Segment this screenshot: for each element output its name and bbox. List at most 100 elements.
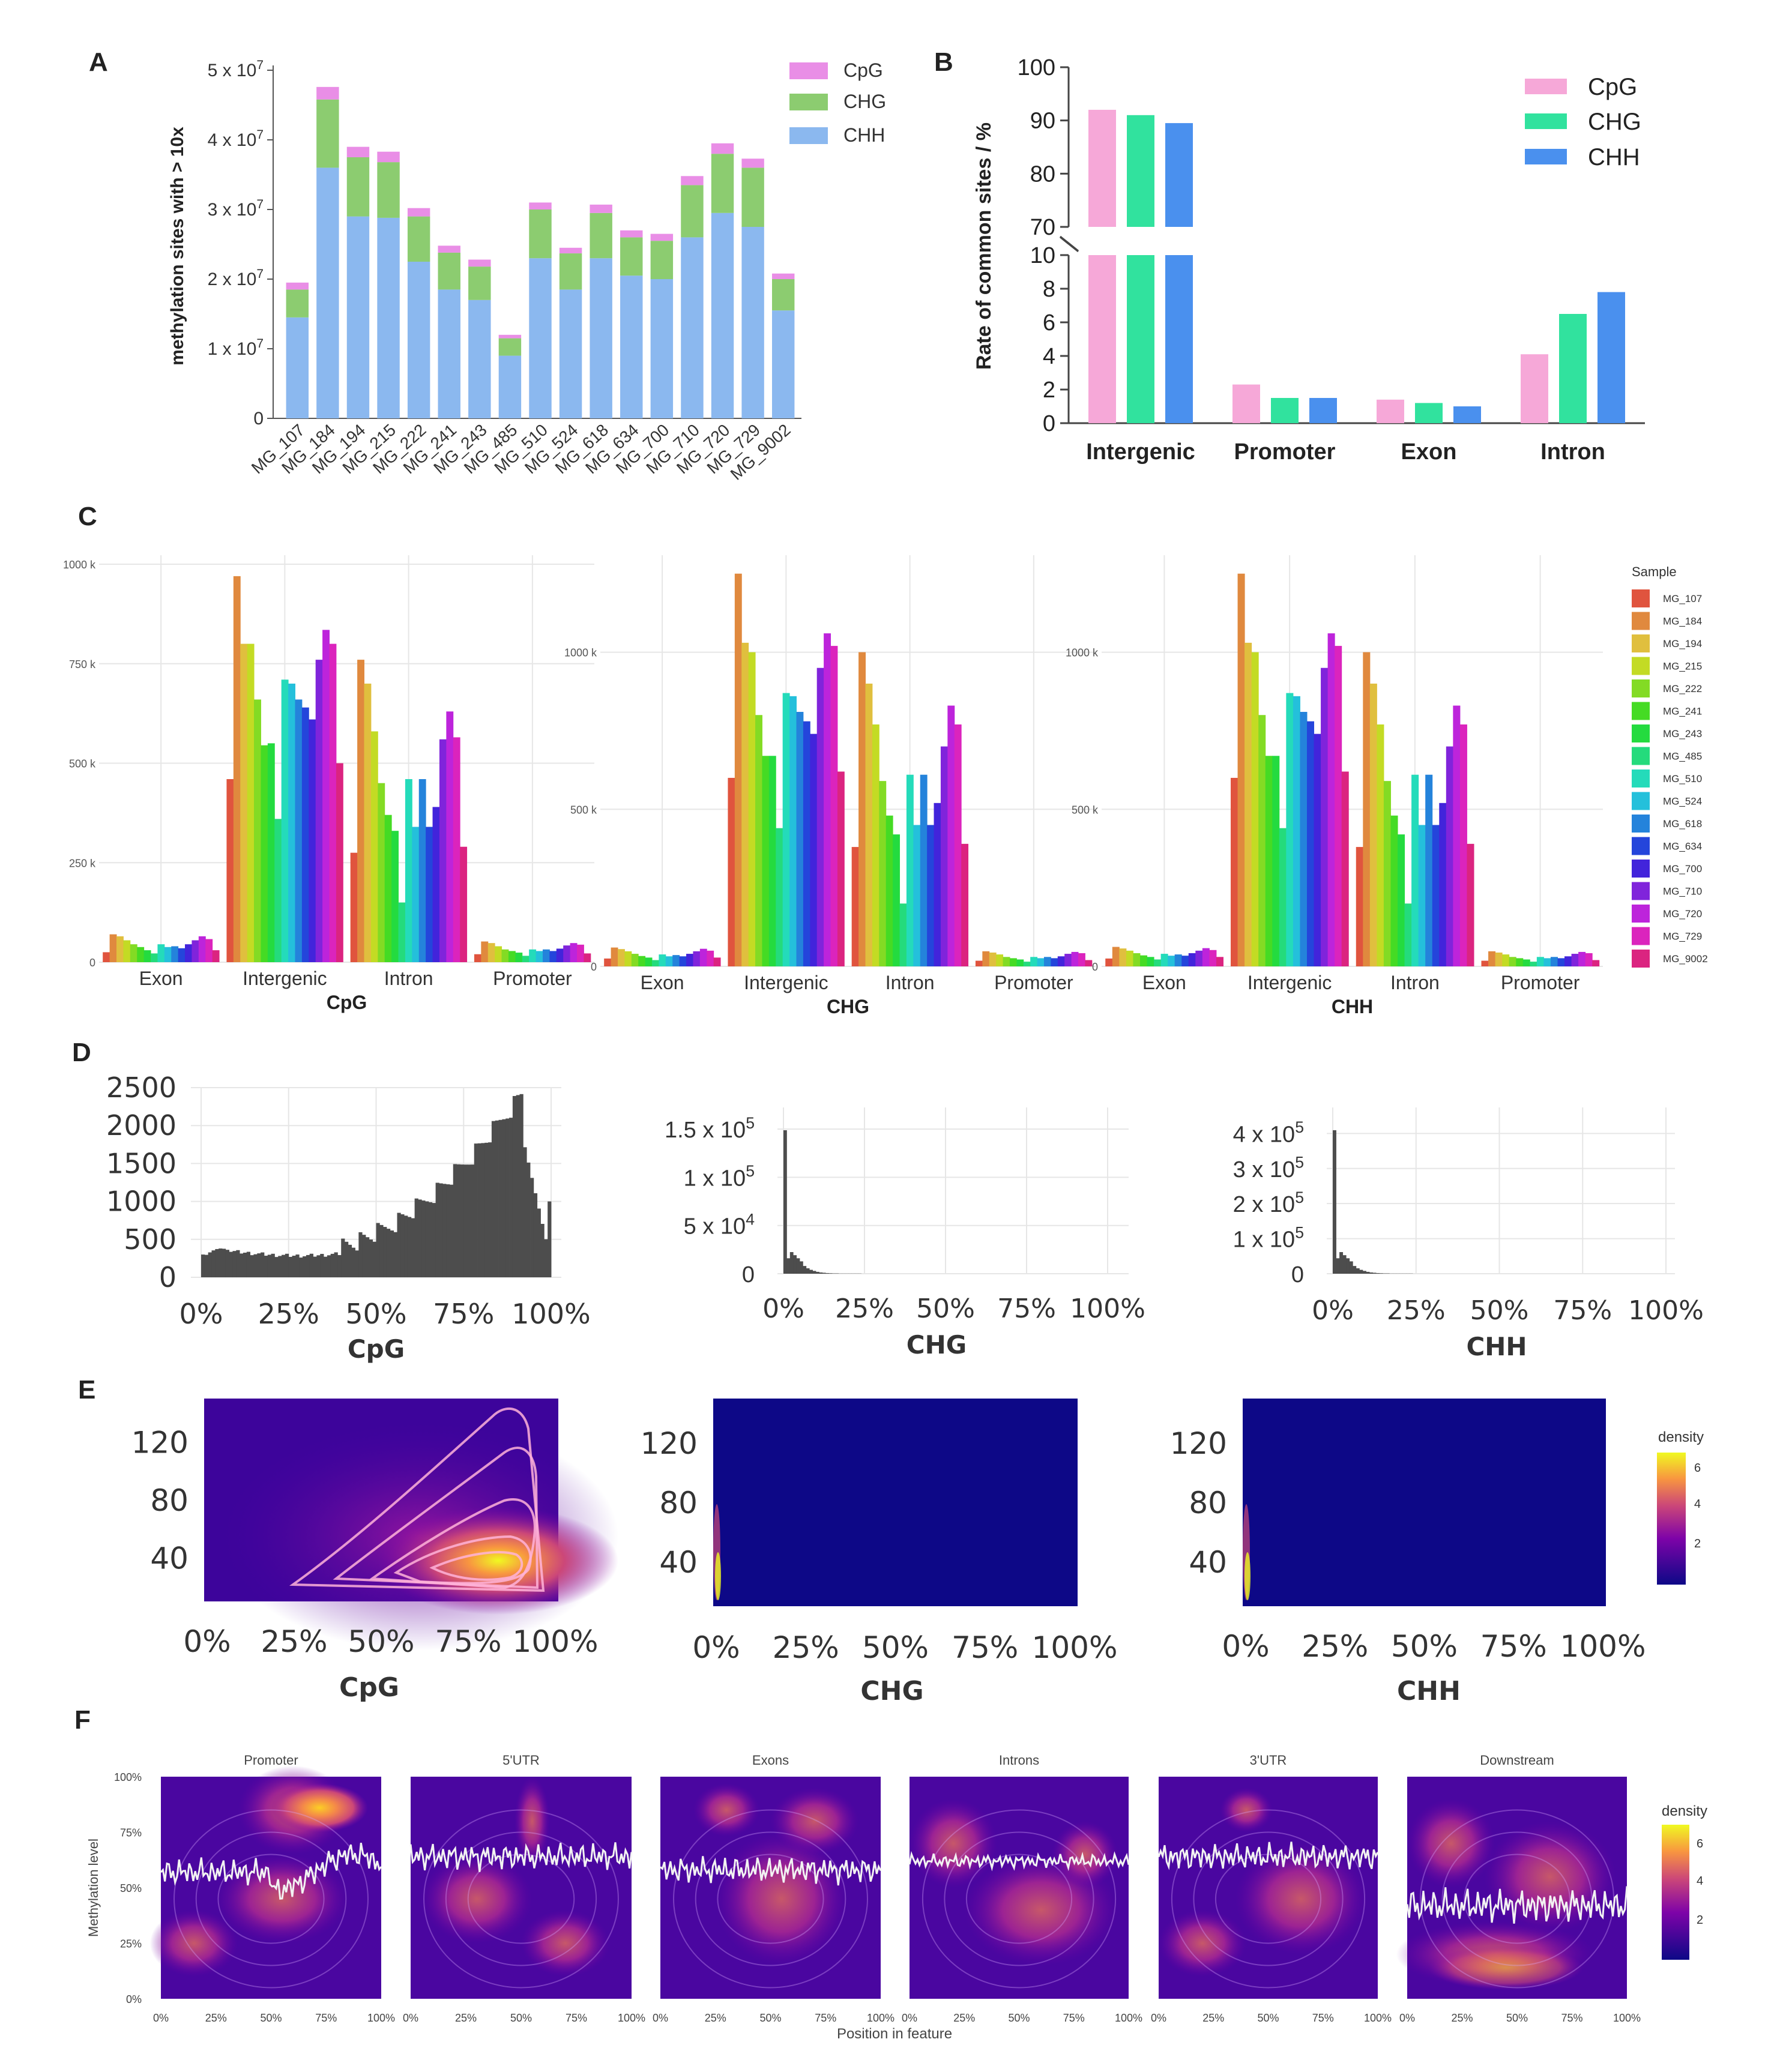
bar-chg-intron-mg_243: [893, 834, 901, 966]
x-tick-label: 25%: [953, 2012, 975, 2024]
histogram-bar: [285, 1253, 289, 1277]
bar-cpg-promoter-mg_510: [529, 949, 537, 962]
histogram-bar: [229, 1251, 233, 1277]
histogram-bar: [1379, 1273, 1383, 1274]
y-tick-label: 70: [1030, 215, 1055, 240]
x-tick-label: 25%: [1451, 2012, 1473, 2024]
subplot-title: CHH: [1397, 1676, 1461, 1706]
bar-chg-intron-mg_241: [885, 815, 893, 966]
histogram-bar: [1372, 1272, 1377, 1274]
histogram-bar: [386, 1229, 391, 1277]
density-contour: [217, 1854, 325, 1944]
subplot-title: CHG: [827, 996, 869, 1017]
histogram-bar: [278, 1256, 282, 1277]
histogram-bar: [219, 1248, 223, 1277]
x-tick-label: 75%: [1553, 1295, 1612, 1326]
bar-chg-exon-mg_729: [707, 950, 714, 966]
x-tick-label: 75%: [1561, 2012, 1582, 2024]
density-contour: [173, 1809, 369, 1989]
bar-chg-intergenic-mg_524: [789, 696, 797, 966]
x-tick-label: 100%: [513, 1624, 599, 1659]
x-tick-label: 50%: [1008, 2012, 1030, 2024]
bar-chg-exon: [1415, 403, 1443, 423]
x-tick-label: Intron: [885, 972, 935, 993]
bar-cpg-exon-mg_215: [123, 940, 131, 962]
chart-e: 40 80 120 0% 25% 50% 75% 100% CpG 40 80 120 0% 25% 50%…: [131, 1399, 1704, 1706]
bar-cpg-intergenic-mg_720: [322, 630, 330, 962]
histogram-bar: [299, 1257, 303, 1277]
bar-cpg-intergenic-mg_184: [233, 576, 241, 962]
x-tick-label: 50%: [862, 1630, 929, 1665]
bar-cpg-intergenic-mg_485: [274, 819, 282, 962]
bar-chh-intron-mg_729: [1459, 724, 1467, 966]
bar-chg-promoter-mg_510: [1030, 957, 1038, 966]
y-tick-label: 0: [1092, 961, 1098, 973]
bar-chh-promoter-mg_184: [1488, 951, 1496, 966]
bar-chh-intergenic-mg_710: [1321, 667, 1329, 966]
bar-chh-intergenic-mg_720: [1327, 633, 1335, 966]
histogram-bar: [1383, 1273, 1387, 1274]
x-tick-label: 100%: [1032, 1630, 1118, 1665]
histogram-bar: [1376, 1272, 1380, 1274]
bar-chg-intron-mg_729: [954, 724, 962, 966]
bar-chh-intron-mg_710: [1446, 746, 1453, 966]
legend-label-mg_9002: MG_9002: [1663, 953, 1708, 965]
density-contour: [423, 1809, 619, 1989]
x-tick-label: 100%: [1364, 2012, 1392, 2024]
bar-chg-mg_710: [681, 185, 704, 238]
bar-chg-promoter-mg_107: [975, 960, 983, 966]
bar-chh-exon-mg_222: [1133, 953, 1141, 966]
histogram-bar: [533, 1193, 538, 1277]
density-contour: [1171, 1809, 1366, 1989]
histogram-bar: [816, 1271, 819, 1274]
bar-chg-promoter-mg_485: [1023, 962, 1031, 966]
bar-chg-exon-mg_9002: [713, 957, 721, 966]
legend-label-mg_700: MG_700: [1663, 863, 1702, 875]
legend-title: Sample: [1632, 564, 1677, 579]
x-tick-label: 0%: [183, 1624, 231, 1659]
bar-chg-intron-mg_720: [947, 705, 955, 966]
x-tick-label: 50%: [1470, 1295, 1529, 1326]
bar-chh-intergenic-mg_485: [1279, 828, 1287, 966]
subplot-title: Promoter: [244, 1753, 298, 1768]
legend-swatch-mg_700: [1632, 860, 1650, 878]
bar-chg-intron-mg_710: [940, 746, 948, 966]
bar-chh-promoter-mg_634: [1557, 958, 1565, 966]
bar-cpg-promoter-mg_241: [508, 951, 516, 962]
bar-cpg-promoter-mg_485: [522, 956, 529, 962]
y-tick-label: 6: [1043, 310, 1055, 336]
histogram-bar: [460, 1164, 464, 1277]
bar-cpg-intron-mg_222: [378, 783, 385, 962]
legend-swatch-mg_618: [1632, 815, 1650, 833]
density-region: [1220, 1787, 1273, 1833]
bar-chg-promoter-mg_700: [1057, 956, 1065, 966]
x-tick-label: Intron: [384, 968, 433, 989]
histogram-bar: [397, 1212, 401, 1277]
density-contour: [673, 1809, 868, 1989]
x-tick-label: 50%: [1506, 2012, 1528, 2024]
chart-a: 0 1 x 107 2 x 107 3 x 107 4 x 107 5 x 107 meth…: [167, 58, 886, 484]
bar-cpg-intron-mg_241: [384, 815, 392, 962]
bar-chh-promoter-mg_510: [1536, 957, 1544, 966]
bar-cpg-exon-mg_9002: [212, 950, 220, 962]
bar-cpg-mg_510: [529, 202, 552, 209]
bar-cpg-intergenic-mg_524: [288, 683, 295, 962]
density-contour: [1464, 1854, 1570, 1944]
histogram-bar: [789, 1252, 794, 1274]
bar-chg-exon-mg_710: [693, 951, 701, 966]
bar-cpg-exon-mg_710: [192, 940, 199, 962]
density-region: [1407, 1799, 1495, 1888]
histogram-bar: [257, 1253, 261, 1277]
histogram-bar: [477, 1143, 481, 1277]
legend-label-mg_107: MG_107: [1663, 593, 1702, 604]
legend-swatch-chh: [789, 127, 828, 144]
bar-chh-intergenic-mg_215: [1251, 652, 1259, 966]
y-tick-label: 80: [659, 1486, 698, 1520]
y-tick-label: 80: [1030, 161, 1055, 187]
bar-cpg-intergenic-mg_729: [329, 643, 337, 962]
y-tick-label: 1 x 105: [1233, 1223, 1304, 1252]
y-tick-label: 5 x 104: [684, 1210, 755, 1239]
y-tick-label: 2 x 107: [208, 267, 264, 289]
bar-chg-exon-mg_700: [686, 954, 693, 966]
bar-cpg-intergenic-mg_107: [226, 779, 234, 962]
